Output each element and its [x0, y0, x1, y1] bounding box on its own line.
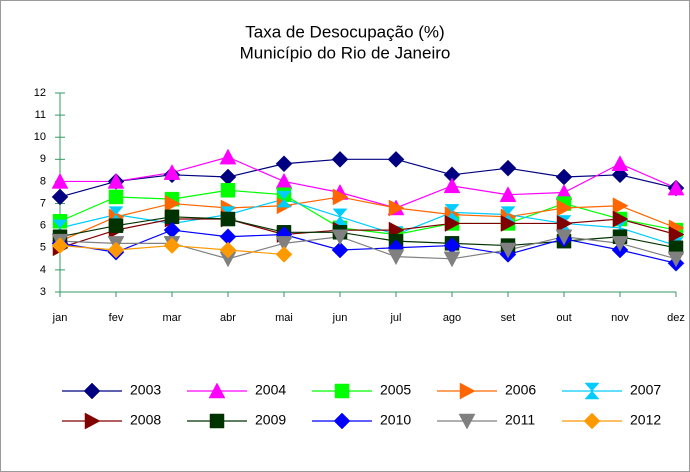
legend-marker: [584, 382, 600, 400]
marker: [388, 199, 405, 217]
marker: [275, 155, 293, 173]
marker: [275, 246, 293, 263]
series-line: [59, 196, 677, 242]
legend-label: 2005: [380, 382, 411, 398]
legend-marker: [583, 412, 601, 430]
marker: [332, 188, 349, 206]
legend-marker: [459, 382, 476, 400]
x-tick-label: mai: [275, 312, 293, 324]
y-tick-label: 3: [40, 286, 46, 298]
x-tick-label: fev: [109, 312, 124, 324]
marker: [668, 240, 684, 256]
marker: [444, 215, 461, 232]
y-tick-label: 11: [35, 109, 46, 121]
marker: [275, 236, 293, 252]
marker: [668, 226, 685, 243]
y-tick-label: 12: [34, 87, 46, 99]
marker: [331, 150, 349, 168]
marker: [443, 251, 461, 268]
legend-label: 2008: [130, 412, 161, 428]
marker: [108, 189, 124, 205]
marker: [51, 237, 69, 254]
x-tick-label: jan: [52, 312, 68, 324]
legend-marker: [333, 412, 351, 430]
x-tick-label: set: [501, 312, 516, 324]
marker: [387, 249, 405, 266]
x-tick-label: jun: [332, 312, 348, 324]
marker: [387, 150, 405, 168]
x-tick-label: out: [556, 312, 571, 324]
marker: [443, 177, 461, 194]
series-line: [59, 158, 677, 198]
marker: [611, 155, 629, 172]
y-tick-label: 8: [40, 175, 46, 187]
marker: [220, 211, 236, 227]
marker: [500, 215, 517, 232]
marker: [556, 215, 573, 232]
marker: [612, 210, 629, 228]
marker: [612, 197, 629, 215]
series-line: [59, 229, 677, 264]
marker: [667, 179, 685, 196]
chart-title: Taxa de Desocupação (%): [245, 22, 444, 41]
marker: [220, 183, 236, 198]
legend-label: 2012: [630, 412, 661, 428]
x-tick-label: nov: [611, 312, 629, 324]
series-line: [59, 198, 677, 247]
y-tick-label: 10: [34, 131, 46, 143]
marker: [611, 236, 629, 252]
marker: [51, 172, 69, 189]
legend-label: 2006: [505, 382, 536, 398]
marker: [499, 186, 517, 202]
series-line: [59, 218, 677, 249]
series-line: [59, 189, 677, 236]
x-tick-label: abr: [220, 312, 236, 324]
x-tick-label: dez: [667, 312, 685, 324]
marker: [164, 209, 180, 225]
marker: [611, 166, 629, 184]
legend-marker: [208, 382, 226, 399]
chart-subtitle: Município do Rio de Janeiro: [240, 43, 451, 62]
marker: [219, 241, 237, 259]
marker: [331, 241, 349, 259]
legend-marker: [84, 412, 101, 430]
y-tick-label: 4: [40, 264, 46, 276]
marker: [107, 172, 125, 189]
y-tick-label: 5: [40, 242, 46, 254]
y-tick-label: 9: [40, 153, 46, 165]
marker: [51, 188, 69, 206]
marker: [164, 195, 181, 212]
y-tick-label: 6: [40, 220, 46, 232]
legend-marker: [209, 413, 225, 429]
marker: [331, 229, 349, 246]
marker: [107, 241, 125, 259]
legend-label: 2003: [130, 382, 161, 398]
marker: [556, 199, 573, 217]
series-line: [59, 236, 677, 260]
marker: [499, 242, 517, 259]
legend-marker: [334, 383, 350, 399]
series-line: [60, 156, 677, 209]
marker: [555, 229, 573, 246]
marker: [108, 218, 124, 233]
marker: [219, 148, 237, 165]
legend-marker: [458, 413, 476, 430]
legend-label: 2007: [630, 382, 661, 398]
x-tick-label: ago: [443, 312, 461, 324]
marker: [667, 251, 685, 268]
marker: [163, 164, 181, 180]
marker: [163, 237, 181, 254]
x-tick-label: mar: [163, 312, 182, 324]
legend-label: 2004: [255, 382, 286, 398]
marker: [499, 159, 517, 177]
legend-marker: [83, 382, 101, 400]
legend-label: 2010: [380, 412, 411, 428]
y-tick-label: 7: [40, 197, 46, 209]
legend-label: 2009: [255, 412, 286, 428]
marker: [276, 190, 292, 208]
legend-label: 2011: [505, 412, 535, 428]
x-tick-label: jul: [389, 312, 401, 324]
